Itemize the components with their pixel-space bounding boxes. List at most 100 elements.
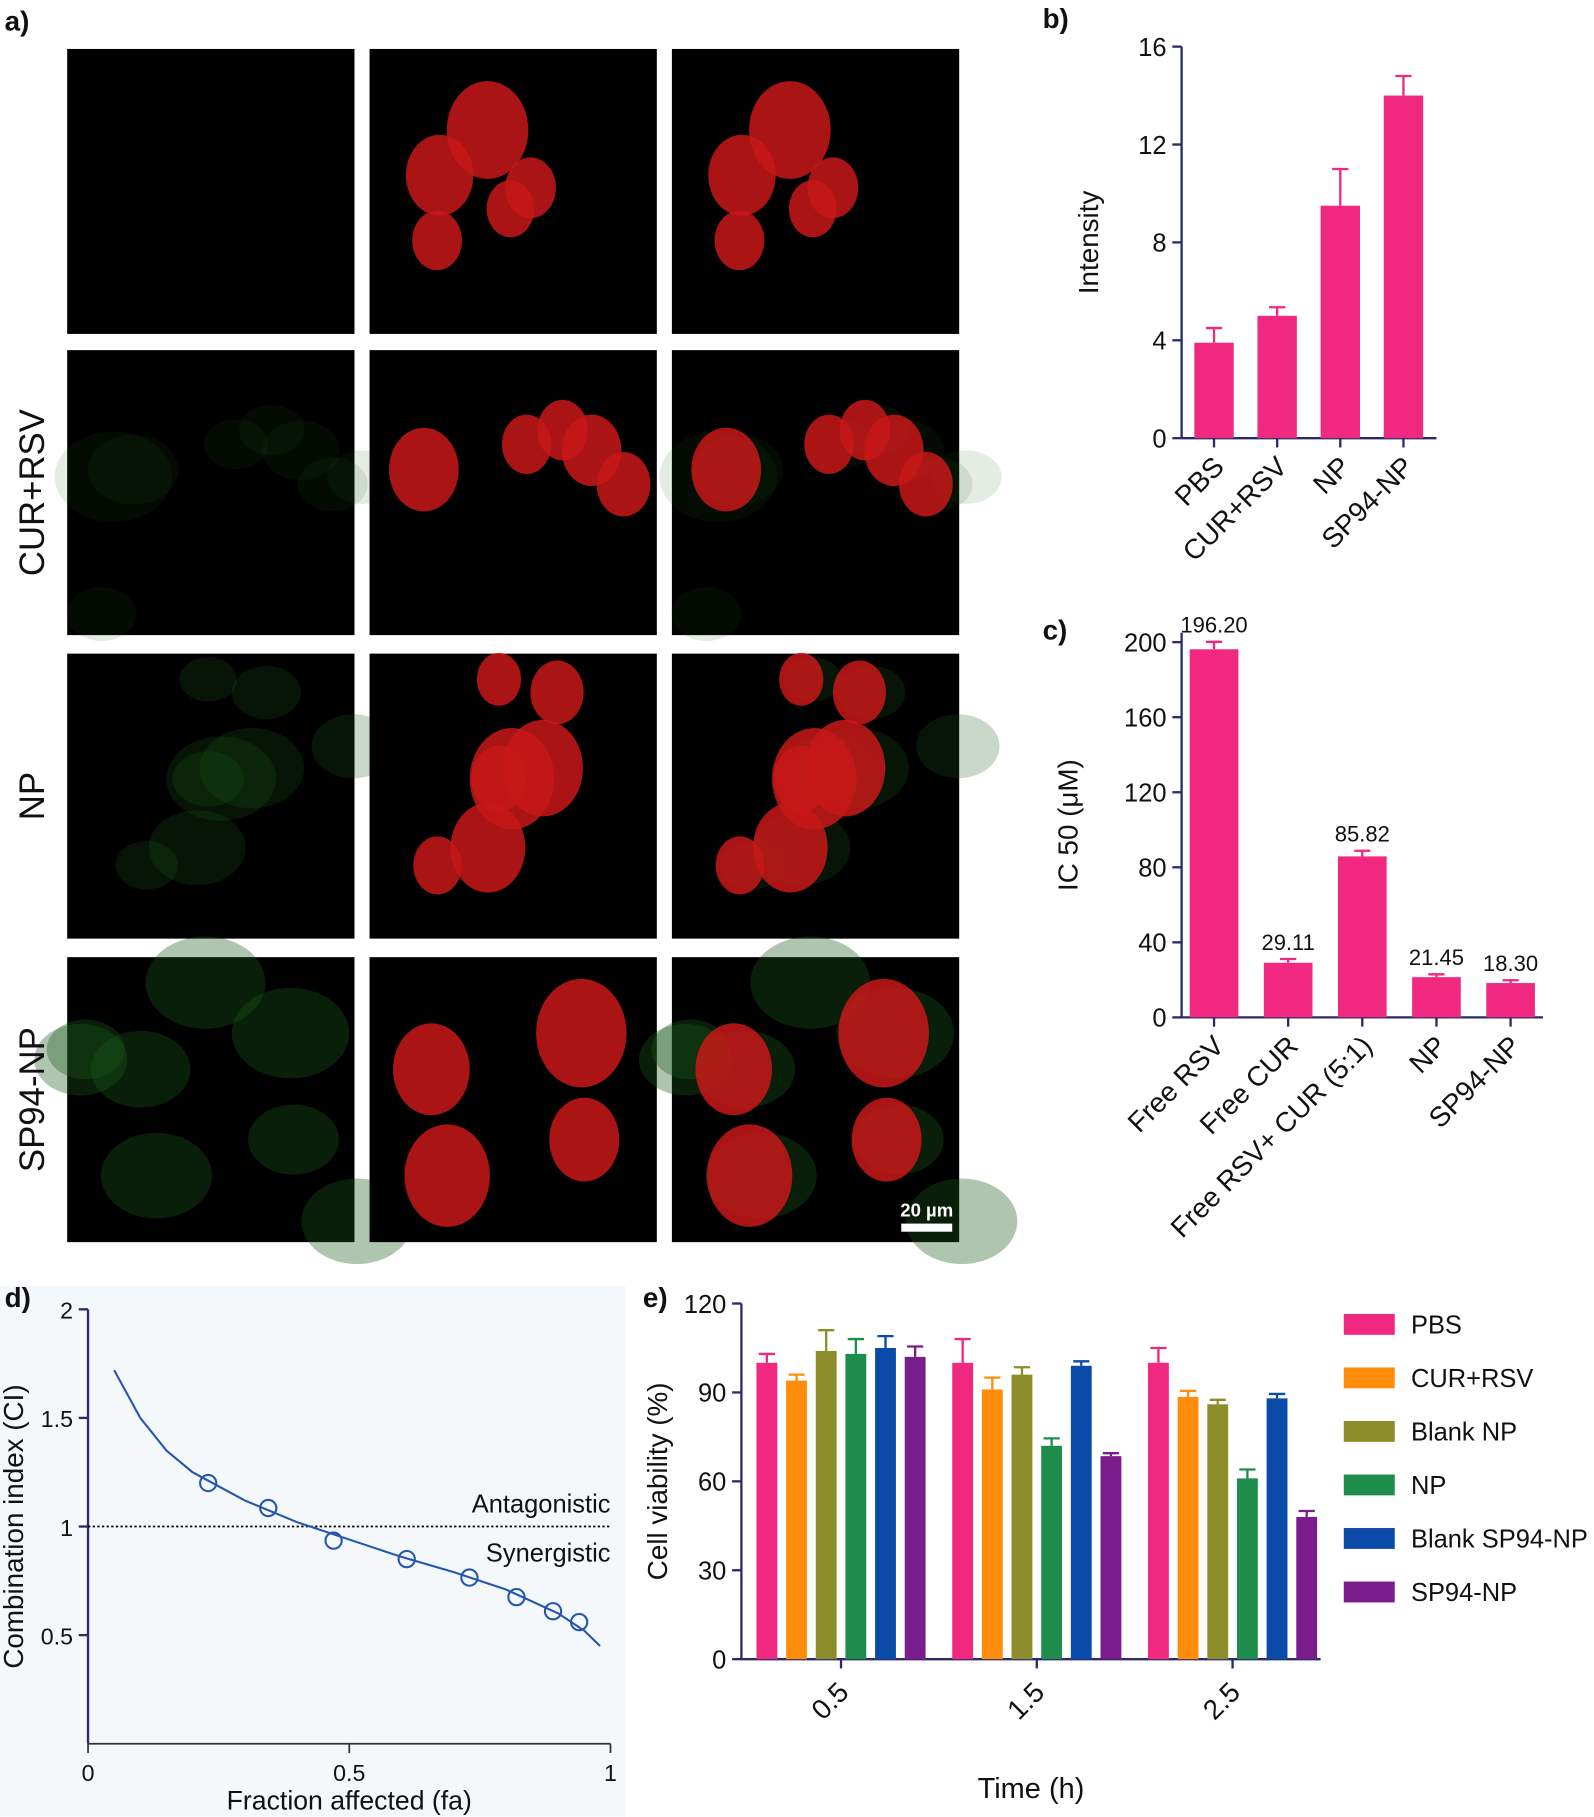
legend-swatch	[1343, 1528, 1395, 1549]
bar	[1148, 1362, 1169, 1660]
red-nucleus	[714, 210, 765, 271]
row-label: CUR+RSV	[14, 408, 52, 576]
legend-label: CUR+RSV	[1411, 1365, 1533, 1393]
legend-label: Blank SP94-NP	[1411, 1526, 1588, 1554]
data-point	[259, 1498, 278, 1518]
legend-label: SP94-NP	[1411, 1579, 1517, 1607]
x-axis-label: Fraction affected (fa)	[227, 1786, 472, 1816]
red-nucleus	[832, 660, 886, 725]
bar	[1100, 1456, 1122, 1660]
bar	[875, 1347, 896, 1660]
bar	[1041, 1445, 1063, 1660]
red-nucleus	[691, 427, 762, 512]
micrograph	[67, 350, 355, 636]
panel-label: e)	[643, 1282, 668, 1313]
y-tick-label: 0	[712, 1646, 726, 1674]
green-signal	[66, 587, 137, 642]
legend-swatch	[1343, 1313, 1395, 1335]
green-signal	[262, 420, 340, 481]
x-tick-label: 0	[82, 1760, 95, 1786]
data-point	[507, 1587, 526, 1607]
bar	[1207, 1404, 1229, 1660]
y-axis-label: Intensity	[1073, 191, 1104, 295]
y-tick-label: 30	[698, 1558, 726, 1586]
green-signal	[34, 1023, 128, 1096]
y-tick-label: 8	[1152, 230, 1166, 258]
panel-label: b)	[1043, 3, 1069, 34]
annotation: Synergistic	[486, 1539, 611, 1567]
red-nucleus	[501, 414, 552, 475]
green-signal	[115, 841, 179, 890]
red-nucleus	[695, 1023, 773, 1116]
bar	[1070, 1365, 1092, 1660]
green-signal	[148, 810, 246, 886]
y-tick-label: 12	[1138, 132, 1166, 160]
red-nucleus	[412, 210, 462, 271]
y-tick-label: 80	[1138, 855, 1166, 883]
legend-swatch	[1343, 1581, 1395, 1603]
plot-background	[0, 1286, 626, 1817]
y-axis-label: Combination index (CI)	[0, 1384, 29, 1668]
green-signal	[179, 657, 237, 702]
bar	[1257, 315, 1297, 439]
red-nucleus	[838, 978, 929, 1088]
green-signal	[248, 1104, 339, 1175]
value-label: 196.20	[1180, 613, 1247, 638]
green-signal	[90, 1030, 191, 1108]
y-tick-label: 0	[1152, 1005, 1166, 1033]
data-point	[460, 1568, 479, 1587]
green-signal	[916, 714, 1000, 779]
y-axis-label: IC 50 (μM)	[1052, 759, 1083, 891]
red-nucleus	[389, 427, 459, 512]
x-tick-label: 1	[604, 1760, 617, 1786]
green-signal	[145, 936, 266, 1029]
bar	[1177, 1396, 1199, 1660]
green-signal	[166, 736, 277, 821]
row-label: NP	[14, 772, 52, 820]
bar	[952, 1362, 974, 1660]
bar	[1189, 649, 1239, 1018]
legend-label: PBS	[1411, 1312, 1462, 1340]
bar	[1011, 1374, 1033, 1660]
x-tick-label: 1.5	[1001, 1676, 1050, 1725]
bar	[756, 1362, 778, 1660]
x-tick-label: NP	[1307, 451, 1356, 500]
green-signal	[231, 987, 350, 1079]
y-tick-label: 2	[60, 1298, 73, 1324]
red-nucleus	[549, 1097, 620, 1182]
green-signal	[172, 751, 245, 807]
y-tick-label: 200	[1124, 629, 1167, 657]
red-nucleus	[530, 660, 584, 725]
y-tick-label: 120	[684, 1291, 727, 1319]
y-tick-label: 1	[60, 1515, 73, 1541]
red-nucleus	[779, 652, 824, 706]
red-nucleus	[404, 1124, 490, 1227]
bar	[1266, 1398, 1288, 1660]
micrograph	[67, 957, 355, 1243]
bar	[786, 1380, 807, 1660]
bar	[1337, 856, 1387, 1018]
panel-label: d)	[5, 1282, 31, 1313]
y-tick-label: 40	[1138, 930, 1166, 958]
red-nucleus	[393, 1023, 470, 1116]
value-label: 21.45	[1409, 945, 1464, 970]
bar	[1263, 962, 1313, 1018]
fit-curve	[113, 1369, 601, 1647]
y-tick-label: 4	[1152, 328, 1166, 356]
bar	[845, 1353, 867, 1660]
y-tick-label: 0	[1152, 425, 1166, 453]
bar	[1236, 1478, 1258, 1660]
legend-swatch	[1343, 1367, 1395, 1389]
x-tick-label: 0.5	[805, 1676, 854, 1725]
value-label: 85.82	[1335, 821, 1390, 846]
annotation: Antagonistic	[472, 1491, 611, 1519]
bar	[1412, 977, 1461, 1018]
x-tick-label: NP	[1403, 1030, 1452, 1079]
legend-label: Blank NP	[1411, 1419, 1517, 1447]
y-axis-label: Cell viability (%)	[642, 1382, 673, 1580]
green-signal	[297, 457, 368, 512]
red-nucleus	[596, 452, 651, 517]
panel-label: c)	[1043, 615, 1068, 646]
